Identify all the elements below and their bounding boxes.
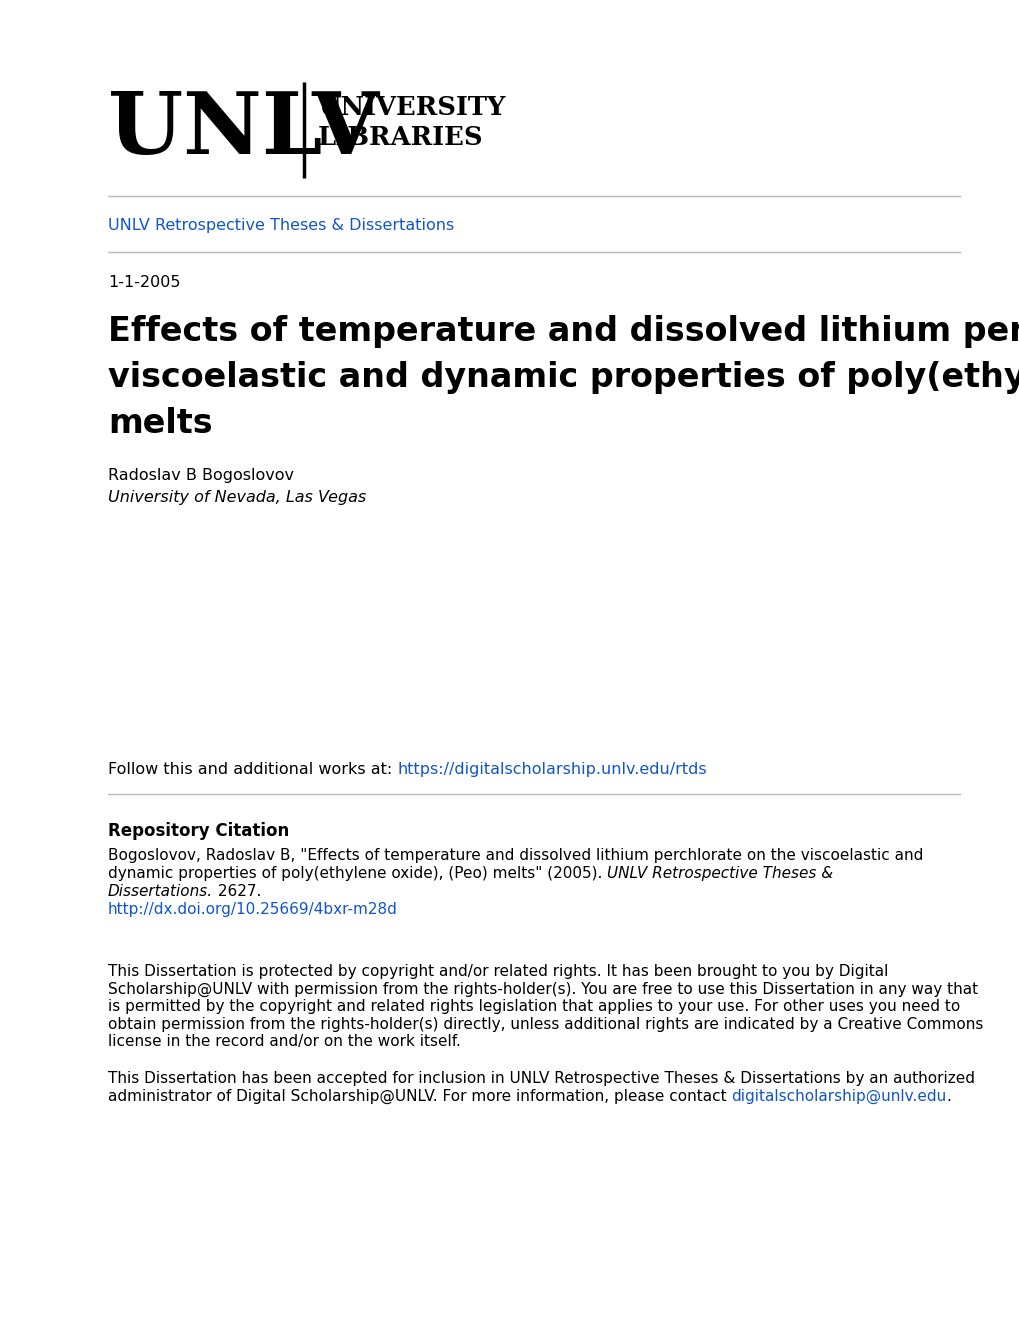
Text: UNLV: UNLV bbox=[108, 88, 378, 172]
Text: This Dissertation has been accepted for inclusion in UNLV Retrospective Theses &: This Dissertation has been accepted for … bbox=[108, 1071, 974, 1086]
Text: obtain permission from the rights-holder(s) directly, unless additional rights a: obtain permission from the rights-holder… bbox=[108, 1016, 982, 1031]
Text: UNLV Retrospective Theses &: UNLV Retrospective Theses & bbox=[606, 866, 833, 880]
Text: Follow this and additional works at:: Follow this and additional works at: bbox=[108, 762, 397, 777]
Text: UNLV Retrospective Theses & Dissertations: UNLV Retrospective Theses & Dissertation… bbox=[108, 218, 453, 234]
Text: http://dx.doi.org/10.25669/4bxr-m28d: http://dx.doi.org/10.25669/4bxr-m28d bbox=[108, 902, 397, 917]
Text: Dissertations.: Dissertations. bbox=[108, 884, 213, 899]
Text: license in the record and/or on the work itself.: license in the record and/or on the work… bbox=[108, 1034, 461, 1049]
Text: administrator of Digital Scholarship@UNLV. For more information, please contact: administrator of Digital Scholarship@UNL… bbox=[108, 1089, 731, 1105]
Text: dynamic properties of poly(ethylene oxide), (Peo) melts" (2005).: dynamic properties of poly(ethylene oxid… bbox=[108, 866, 606, 880]
Text: https://digitalscholarship.unlv.edu/rtds: https://digitalscholarship.unlv.edu/rtds bbox=[397, 762, 706, 777]
Text: UNIVERSITY
LIBRARIES: UNIVERSITY LIBRARIES bbox=[318, 95, 504, 150]
Text: 1-1-2005: 1-1-2005 bbox=[108, 275, 180, 290]
Text: Scholarship@UNLV with permission from the rights-holder(s). You are free to use : Scholarship@UNLV with permission from th… bbox=[108, 982, 977, 997]
Text: This Dissertation is protected by copyright and/or related rights. It has been b: This Dissertation is protected by copyri… bbox=[108, 964, 888, 979]
Text: Effects of temperature and dissolved lithium perchlorate on the: Effects of temperature and dissolved lit… bbox=[108, 315, 1019, 348]
Text: Repository Citation: Repository Citation bbox=[108, 822, 289, 840]
Text: 2627.: 2627. bbox=[213, 884, 261, 899]
Text: digitalscholarship@unlv.edu: digitalscholarship@unlv.edu bbox=[731, 1089, 946, 1105]
Text: University of Nevada, Las Vegas: University of Nevada, Las Vegas bbox=[108, 490, 366, 506]
Text: melts: melts bbox=[108, 407, 212, 440]
Text: .: . bbox=[946, 1089, 951, 1105]
Text: Radoslav B Bogoslovov: Radoslav B Bogoslovov bbox=[108, 469, 293, 483]
Text: is permitted by the copyright and related rights legislation that applies to you: is permitted by the copyright and relate… bbox=[108, 999, 959, 1014]
Text: Bogoslovov, Radoslav B, "Effects of temperature and dissolved lithium perchlorat: Bogoslovov, Radoslav B, "Effects of temp… bbox=[108, 847, 922, 863]
Text: viscoelastic and dynamic properties of poly(ethylene oxide), (Peo): viscoelastic and dynamic properties of p… bbox=[108, 360, 1019, 393]
